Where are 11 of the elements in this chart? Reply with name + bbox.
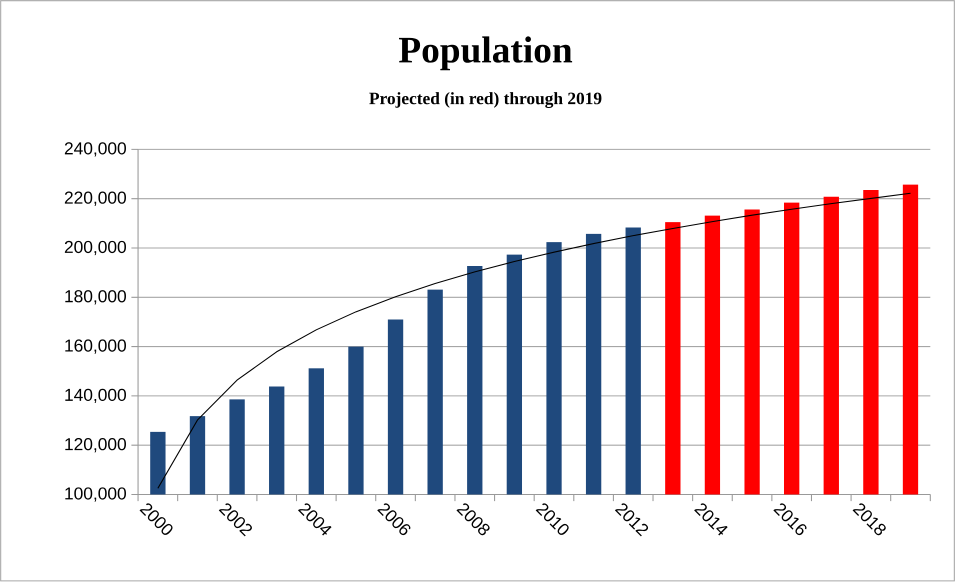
line-series — [157, 192, 912, 490]
y-tick-label: 100,000 — [65, 488, 126, 502]
y-tick-label: 160,000 — [65, 340, 126, 354]
y-tick-label: 180,000 — [65, 290, 126, 305]
y-tick-label: 240,000 — [64, 142, 126, 157]
y-tick-label: 200,000 — [64, 241, 126, 256]
chart-subtitle: Projected (in red) through 2019 — [369, 92, 602, 108]
y-tick-label: 220,000 — [64, 192, 126, 206]
y-tick-label: 140,000 — [65, 388, 126, 404]
y-tick-label: 120,000 — [65, 438, 126, 453]
chart-title: Population — [398, 36, 572, 71]
